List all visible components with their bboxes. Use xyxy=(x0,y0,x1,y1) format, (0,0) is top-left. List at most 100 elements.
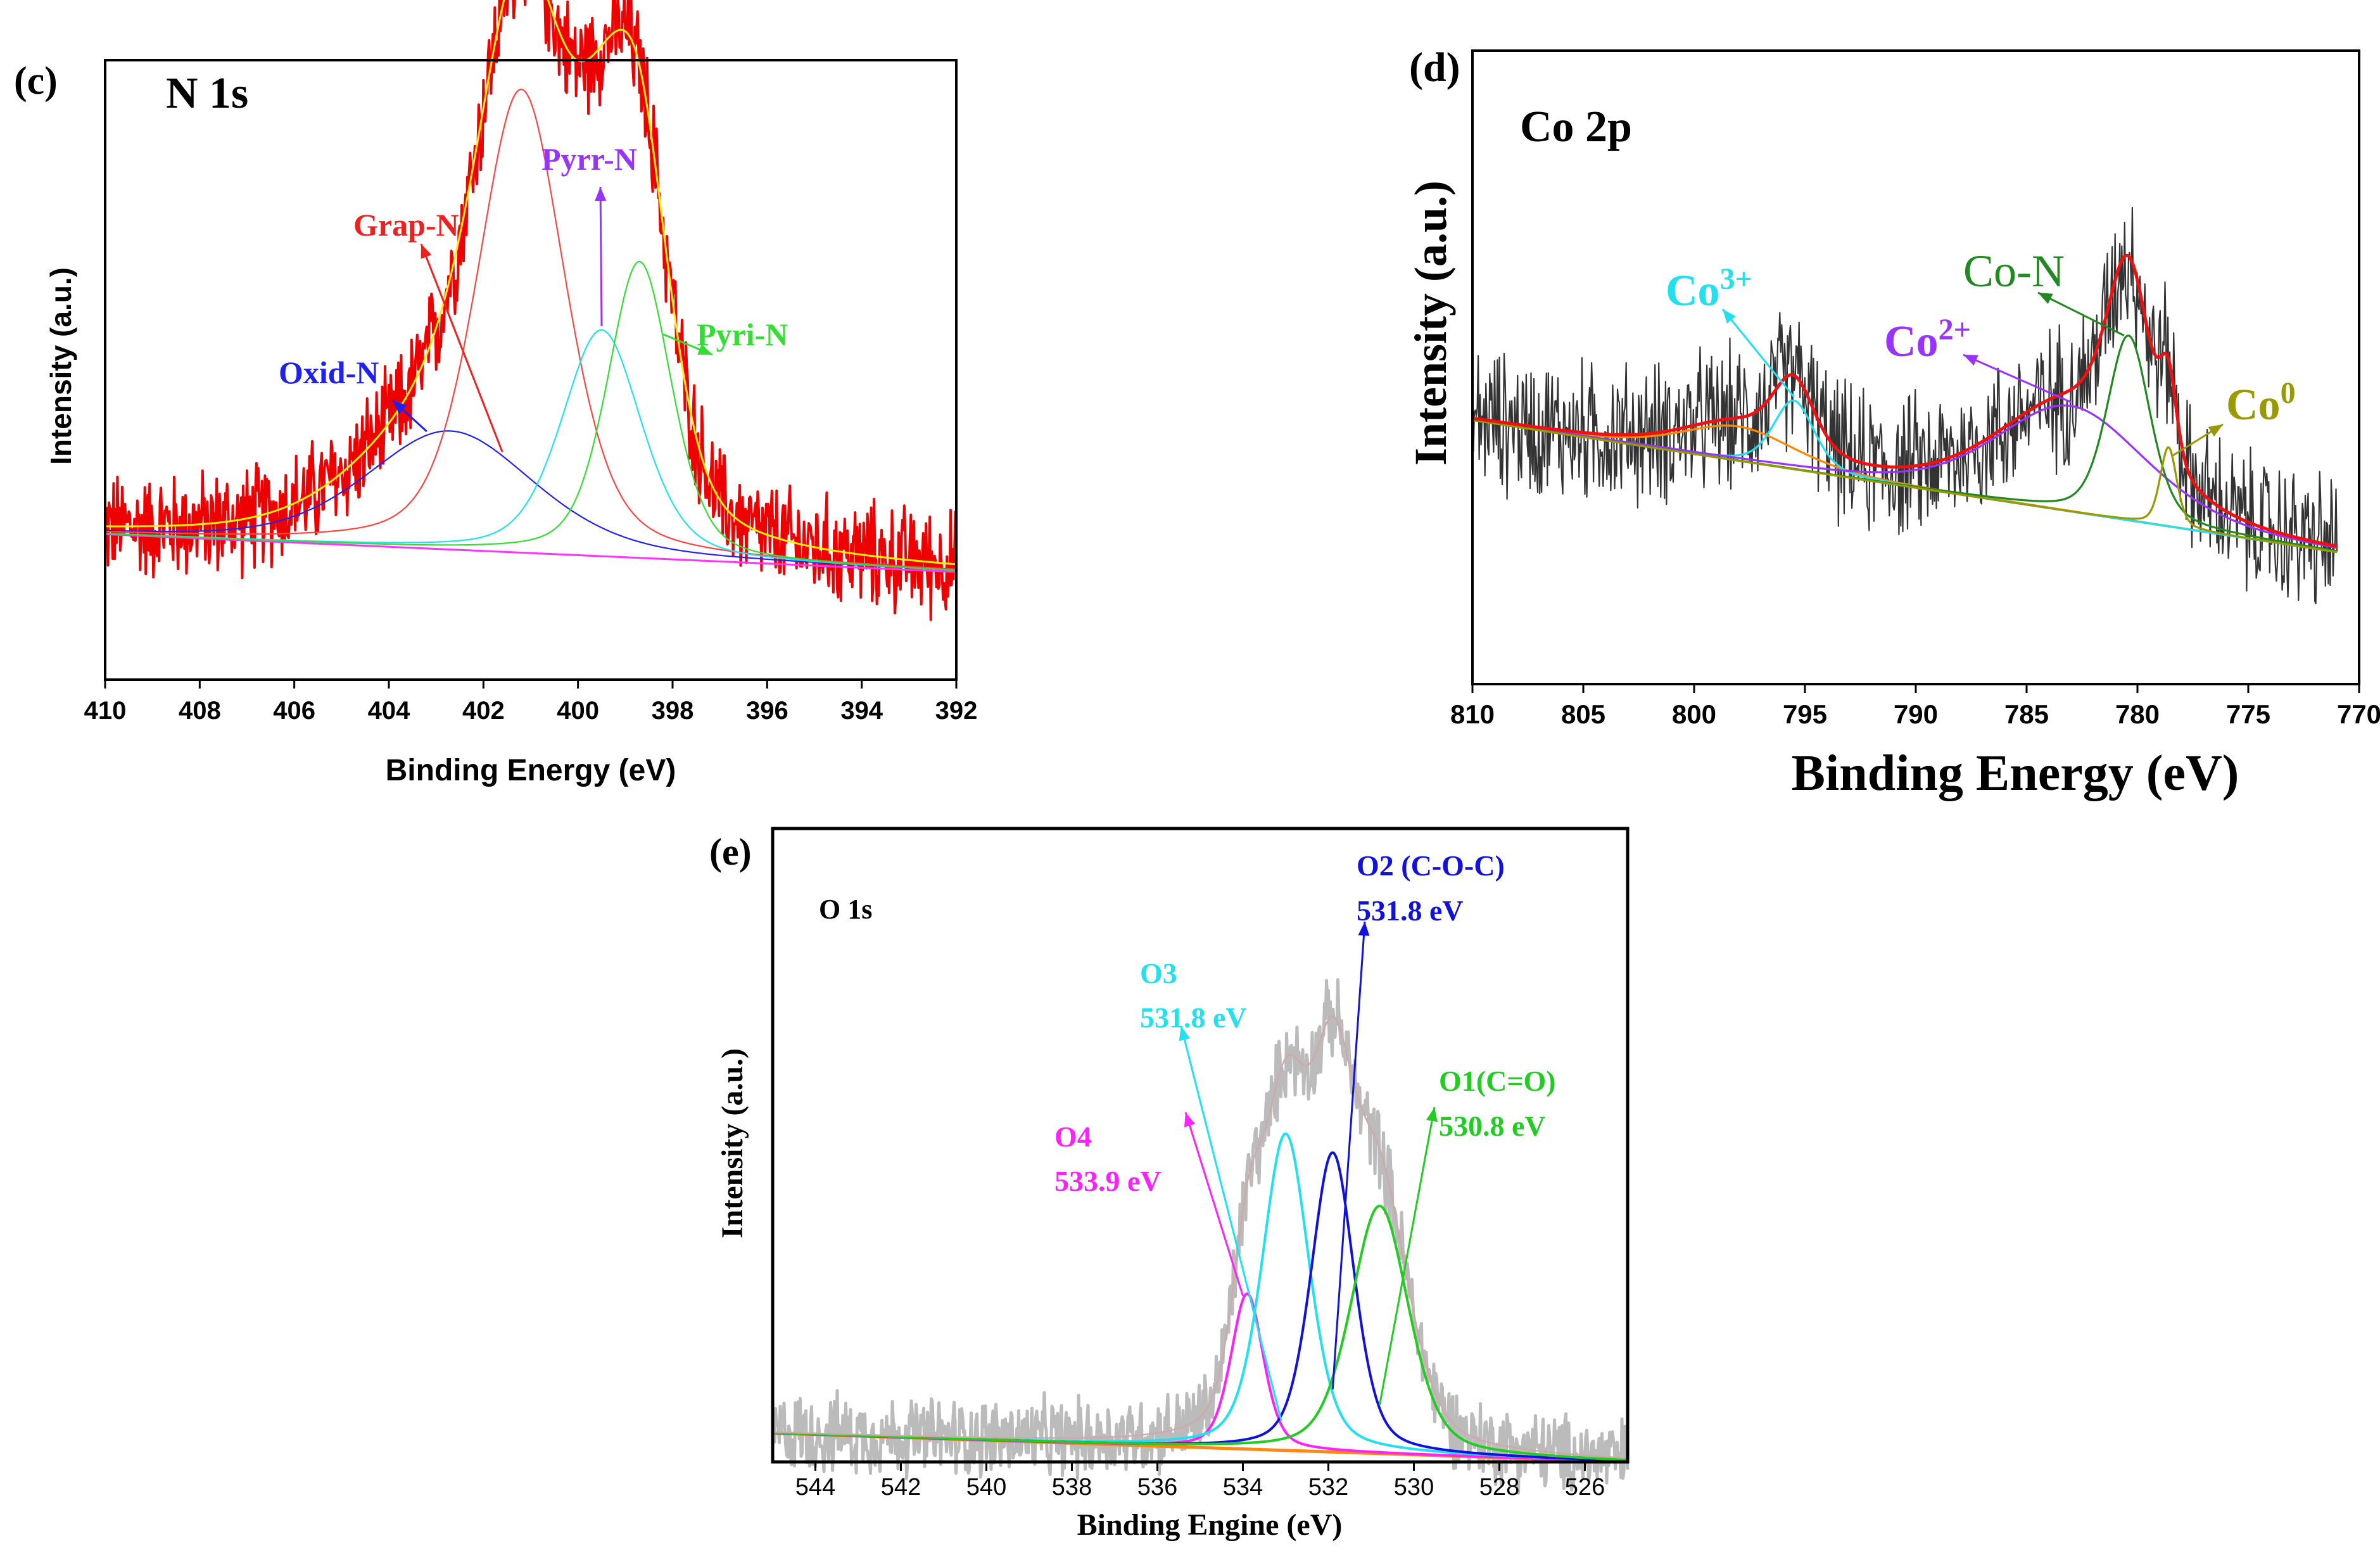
annotation-arrow-line xyxy=(2037,291,2125,337)
x-tick-label: 536 xyxy=(1137,1474,1177,1501)
annotation-name: O4 xyxy=(1054,1121,1092,1153)
envelope-fit-line xyxy=(105,0,957,566)
annotation-name: O1(C=O) xyxy=(1439,1065,1556,1097)
x-tick-label: 534 xyxy=(1223,1474,1263,1501)
x-axis-label: Binding Energy (eV) xyxy=(386,754,676,787)
x-tick-label: 404 xyxy=(368,697,410,725)
panel-label: (c) xyxy=(14,60,58,103)
annotation-superscript: 3+ xyxy=(1720,262,1752,296)
x-ticks: 810 805 800 795 790 785 780 775 770 xyxy=(1450,684,2380,729)
annotation-label: Co2+ xyxy=(1884,313,1971,366)
x-tick-label: 790 xyxy=(1894,699,1938,729)
peak-annotations: Oxid-N Grap-N Pyrr-N Pyri-N xyxy=(279,141,788,453)
x-tick-label: 800 xyxy=(1672,699,1716,729)
peak-annotations: O4 533.9 eV O3 531.8 eV O2 (C-O-C) 531.8… xyxy=(1054,849,1556,1421)
annotation-arrow-line xyxy=(1379,1107,1436,1406)
annotation-co2: Co2+ xyxy=(1884,313,1971,366)
axes-frame xyxy=(771,827,1630,1464)
annotation-label: Co3+ xyxy=(1666,262,1752,315)
annotation-base: Co xyxy=(1666,267,1720,315)
x-tick-label: 526 xyxy=(1565,1474,1605,1501)
x-tick-label: 398 xyxy=(652,697,694,725)
chart-title: N 1s xyxy=(166,69,248,118)
annotation-arrow-head xyxy=(1358,922,1370,936)
annotation-arrow-head xyxy=(1179,1026,1191,1041)
x-tick-label: 544 xyxy=(795,1474,835,1501)
annotation-base: Co-N xyxy=(1963,246,2065,296)
x-tick-label: 785 xyxy=(2004,699,2049,729)
x-tick-label: 400 xyxy=(557,697,599,725)
x-tick-label: 795 xyxy=(1783,699,1827,729)
x-tick-label: 408 xyxy=(179,697,221,725)
annotation-label: Oxid-N xyxy=(279,355,379,390)
axes-frame xyxy=(104,59,958,681)
annotation-arrow-line xyxy=(1721,308,1795,398)
annotation-arrow-line xyxy=(420,243,503,453)
annotation-base: Co xyxy=(2226,381,2281,429)
x-tick-label: 540 xyxy=(966,1474,1006,1501)
annotation-arrow-line xyxy=(1331,921,1366,1390)
annotation-arrow-line xyxy=(1184,1112,1244,1297)
panel-co2p: (d) Co 2p Intensity (a.u.) Binding Energ… xyxy=(1405,44,2380,801)
panel-o1s: (e) O 1s Intensity (a.u.) Binding Engine… xyxy=(709,827,1630,1542)
annotation-oxid-n: Oxid-N xyxy=(279,355,379,390)
x-tick-label: 530 xyxy=(1394,1474,1434,1501)
annotation-o2: O2 (C-O-C) 531.8 eV xyxy=(1357,849,1505,927)
y-axis-label: Intensity (a.u.) xyxy=(44,267,77,465)
x-axis-label: Binding Energy (eV) xyxy=(1792,746,2239,801)
annotation-o4: O4 533.9 eV xyxy=(1054,1121,1162,1197)
x-tick-label: 780 xyxy=(2115,699,2160,729)
annotation-base: Co xyxy=(1884,317,1939,366)
x-ticks: 410 408 406 404 402 400 398 396 394 392 xyxy=(84,680,978,725)
annotation-energy: 530.8 eV xyxy=(1439,1110,1546,1142)
annotation-energy: 531.8 eV xyxy=(1357,894,1464,927)
y-axis-label: Intensity (a.u.) xyxy=(1405,181,1456,466)
plot-area xyxy=(1471,206,2338,605)
annotation-arrow-head xyxy=(1963,355,1978,366)
annotation-name: O2 (C-O-C) xyxy=(1357,849,1505,882)
raw-spectrum-line xyxy=(771,978,1630,1495)
annotation-energy: 531.8 eV xyxy=(1140,1001,1247,1034)
annotation-arrow-head xyxy=(421,244,432,259)
plot-area xyxy=(104,0,958,621)
annotation-arrow-line xyxy=(1180,1025,1282,1421)
x-ticks: 544 542 540 538 536 534 532 530 528 526 xyxy=(795,1462,1605,1501)
x-tick-label: 406 xyxy=(273,697,315,725)
chart-title: O 1s xyxy=(819,894,872,925)
component-line-pyri-n xyxy=(104,260,957,571)
raw-spectrum-line xyxy=(1471,206,2338,605)
annotation-o3: O3 531.8 eV xyxy=(1140,957,1247,1034)
annotation-energy: 533.9 eV xyxy=(1054,1165,1162,1197)
annotation-arrow-head xyxy=(393,400,407,414)
plot-area xyxy=(771,978,1630,1495)
x-tick-label: 396 xyxy=(746,697,788,725)
y-axis-label: Intensity (a.u.) xyxy=(716,1048,749,1238)
annotation-arrow-head xyxy=(1184,1112,1196,1127)
x-tick-label: 402 xyxy=(462,697,505,725)
annotation-label: Grap-N xyxy=(353,207,459,243)
annotation-label: Co0 xyxy=(2226,376,2296,429)
annotation-arrow-head xyxy=(1426,1107,1438,1122)
x-tick-label: 528 xyxy=(1479,1474,1519,1501)
annotation-arrow-line xyxy=(599,186,603,326)
annotation-arrow-head xyxy=(595,187,607,201)
x-axis-label: Binding Engine (eV) xyxy=(1077,1508,1343,1542)
annotation-co0: Co0 xyxy=(2226,376,2296,429)
component-line-o1-c-o- xyxy=(773,1204,1628,1462)
annotation-arrow-line xyxy=(1963,353,2072,403)
x-tick-label: 392 xyxy=(935,697,978,725)
component-line-oxid-n xyxy=(104,430,956,571)
envelope-fit-line xyxy=(1472,253,2338,549)
x-tick-label: 775 xyxy=(2226,699,2270,729)
annotation-arrow-head xyxy=(1723,309,1736,324)
annotation-label: Pyri-N xyxy=(697,317,788,352)
raw-spectrum-line xyxy=(104,0,958,621)
x-tick-label: 805 xyxy=(1561,699,1605,729)
annotation-co3: Co3+ xyxy=(1666,262,1752,315)
panel-label: (d) xyxy=(1409,44,1460,91)
x-tick-label: 410 xyxy=(84,697,127,725)
annotation-o1: O1(C=O) 530.8 eV xyxy=(1439,1065,1556,1142)
annotation-superscript: 2+ xyxy=(1939,313,1971,346)
annotation-co-n: Co-N xyxy=(1963,246,2065,296)
